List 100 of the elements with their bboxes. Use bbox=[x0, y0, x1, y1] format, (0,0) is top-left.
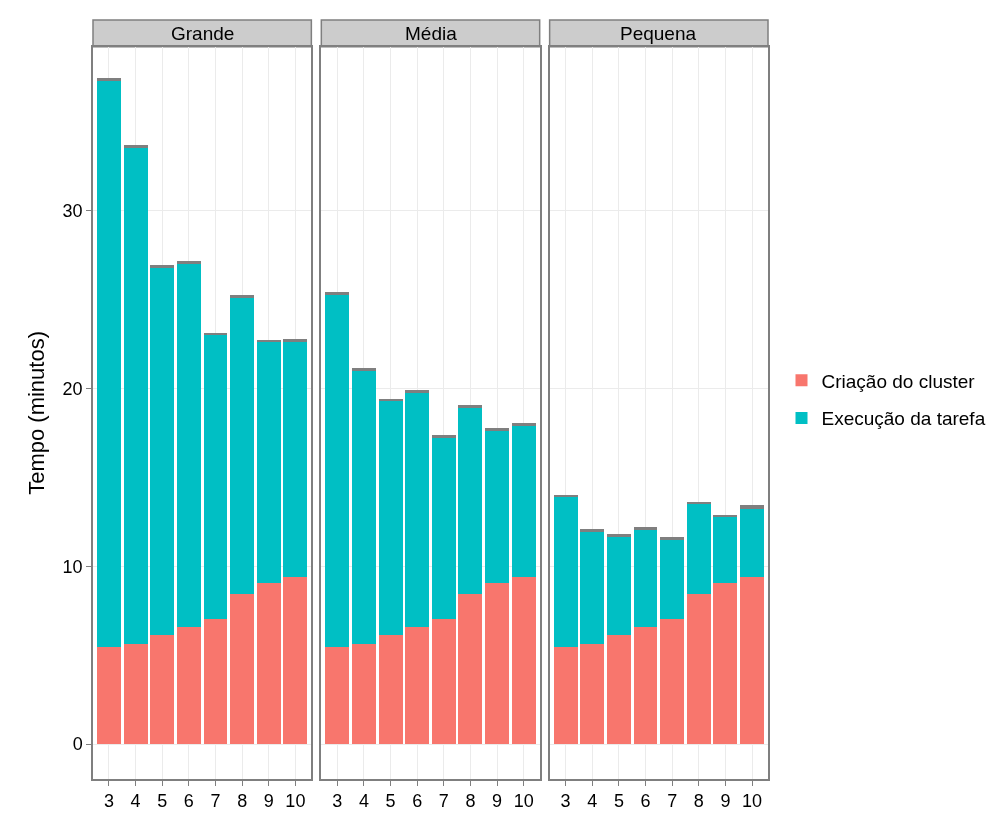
bar bbox=[351, 368, 376, 372]
bar bbox=[511, 576, 536, 745]
bar bbox=[458, 405, 483, 408]
bar bbox=[283, 338, 308, 342]
bar bbox=[458, 407, 483, 595]
bar bbox=[150, 266, 175, 636]
bar bbox=[686, 503, 711, 595]
bar bbox=[230, 594, 255, 745]
bar bbox=[405, 392, 430, 627]
x-tick-label: 6 bbox=[640, 791, 651, 812]
bar bbox=[203, 334, 228, 619]
bar bbox=[230, 296, 255, 595]
bar bbox=[325, 293, 350, 648]
x-tick-label: 9 bbox=[720, 791, 731, 812]
y-axis-title: Tempo (minutos) bbox=[23, 330, 49, 495]
bar bbox=[96, 78, 121, 81]
x-tick-label: 3 bbox=[103, 791, 114, 812]
x-tick-label: 7 bbox=[667, 791, 678, 812]
bar bbox=[378, 399, 403, 402]
x-tick-label: 4 bbox=[587, 791, 598, 812]
bar bbox=[431, 437, 456, 619]
y-tick-label: 20 bbox=[62, 378, 83, 399]
bar bbox=[176, 261, 201, 264]
x-tick-label: 8 bbox=[237, 791, 248, 812]
bar bbox=[96, 647, 121, 745]
x-tick-label: 3 bbox=[332, 791, 343, 812]
bar bbox=[511, 426, 536, 577]
bar bbox=[256, 342, 281, 584]
bar bbox=[485, 428, 510, 432]
legend-label: Criação do cluster bbox=[821, 370, 976, 392]
bar bbox=[660, 537, 685, 540]
bar bbox=[686, 501, 711, 504]
bar bbox=[740, 504, 765, 509]
chart-title: Grande bbox=[171, 23, 235, 44]
bar bbox=[458, 594, 483, 745]
bar bbox=[580, 529, 605, 533]
bar bbox=[511, 423, 536, 427]
x-tick-label: 6 bbox=[412, 791, 423, 812]
bar bbox=[405, 626, 430, 745]
bar bbox=[553, 494, 578, 497]
bar bbox=[150, 635, 175, 745]
x-tick-label: 7 bbox=[210, 791, 221, 812]
bar bbox=[378, 401, 403, 636]
chart-title: Pequena bbox=[620, 23, 697, 44]
bar bbox=[123, 644, 148, 745]
bar bbox=[283, 341, 308, 577]
bar bbox=[633, 529, 658, 627]
bar bbox=[553, 496, 578, 648]
bar bbox=[123, 144, 148, 148]
x-tick-label: 3 bbox=[560, 791, 571, 812]
bar bbox=[431, 435, 456, 438]
x-tick-label: 8 bbox=[465, 791, 476, 812]
bar bbox=[606, 536, 631, 636]
x-tick-label: 9 bbox=[492, 791, 503, 812]
bar bbox=[283, 576, 308, 745]
bar bbox=[176, 263, 201, 627]
x-tick-label: 10 bbox=[285, 791, 306, 812]
x-tick-label: 5 bbox=[613, 791, 624, 812]
bar bbox=[606, 635, 631, 745]
x-tick-label: 6 bbox=[183, 791, 194, 812]
bar bbox=[150, 265, 175, 268]
bar bbox=[660, 618, 685, 745]
bar bbox=[553, 647, 578, 745]
bar bbox=[351, 371, 376, 645]
bar bbox=[405, 390, 430, 393]
bar bbox=[176, 626, 201, 745]
bar bbox=[96, 80, 121, 648]
bar bbox=[713, 583, 738, 745]
x-tick-label: 10 bbox=[513, 791, 534, 812]
bar bbox=[325, 291, 350, 295]
bar bbox=[633, 527, 658, 530]
y-tick-label: 30 bbox=[62, 200, 83, 221]
bar bbox=[123, 147, 148, 645]
bar bbox=[256, 583, 281, 745]
bar bbox=[713, 517, 738, 584]
bar bbox=[431, 618, 456, 745]
x-tick-label: 9 bbox=[263, 791, 274, 812]
bar bbox=[740, 508, 765, 577]
x-tick-label: 7 bbox=[438, 791, 449, 812]
x-tick-label: 4 bbox=[130, 791, 141, 812]
x-tick-label: 5 bbox=[385, 791, 396, 812]
y-tick-label: 0 bbox=[72, 734, 83, 755]
bar bbox=[606, 534, 631, 537]
x-tick-label: 10 bbox=[742, 791, 763, 812]
bar bbox=[203, 332, 228, 335]
bar bbox=[351, 644, 376, 745]
bar bbox=[203, 618, 228, 745]
legend-label: Execução da tarefa bbox=[821, 408, 986, 430]
bar bbox=[580, 532, 605, 645]
bar bbox=[325, 647, 350, 745]
x-tick-label: 4 bbox=[358, 791, 369, 812]
bar bbox=[230, 294, 255, 298]
bar bbox=[485, 431, 510, 584]
bar bbox=[580, 644, 605, 745]
bar bbox=[378, 635, 403, 745]
bar bbox=[740, 576, 765, 745]
bar bbox=[485, 583, 510, 745]
chart-title: Média bbox=[405, 23, 458, 44]
x-tick-label: 5 bbox=[157, 791, 168, 812]
bar bbox=[633, 626, 658, 745]
